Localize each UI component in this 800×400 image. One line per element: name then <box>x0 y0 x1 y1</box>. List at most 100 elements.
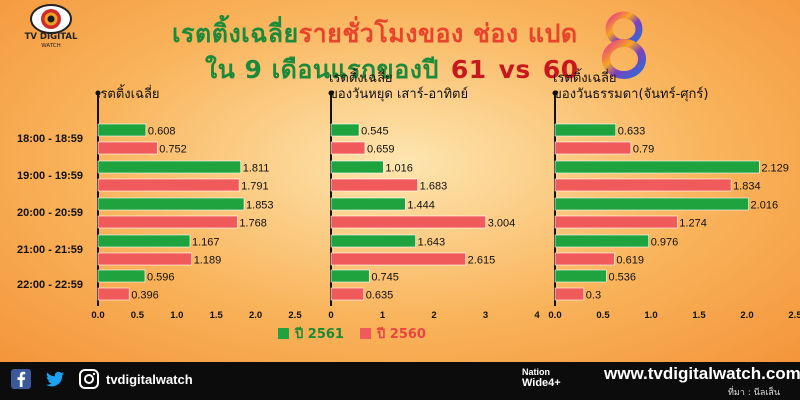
social-handle: tvdigitalwatch <box>106 372 193 387</box>
category-label: 22:00 - 22:59 <box>17 279 83 291</box>
x-tick-label: 0.5 <box>596 310 610 321</box>
chart-title: ของวันหยุด เสาร์-อาทิตย์ <box>329 86 468 102</box>
x-tick-label: 0.0 <box>548 310 561 321</box>
value-label: 1.643 <box>418 237 446 249</box>
x-tick-label: 1.0 <box>644 310 657 321</box>
axis-dot <box>552 90 558 96</box>
bar-2560 <box>330 178 418 192</box>
bar-2561 <box>554 234 649 248</box>
value-label: 0.536 <box>608 272 636 284</box>
value-label: 2.016 <box>751 200 779 212</box>
bar-2561 <box>330 269 370 283</box>
category-label: 18:00 - 18:59 <box>17 133 83 145</box>
bar-2561 <box>330 197 406 211</box>
x-tick-label: 0.5 <box>131 310 145 321</box>
value-label: 0.396 <box>131 290 159 302</box>
bar-2560 <box>554 141 632 155</box>
value-label: 0.745 <box>371 272 399 284</box>
footer-bar: tvdigitalwatch Nation Wide4+ www.tvdigit… <box>0 362 800 400</box>
value-label: 1.167 <box>192 237 220 249</box>
bar-2561 <box>97 234 191 248</box>
bar-2561 <box>330 234 416 248</box>
x-tick-label: 2.5 <box>288 310 302 321</box>
bar-2560 <box>330 141 366 155</box>
bar-2561 <box>554 269 607 283</box>
bar-2560 <box>97 178 240 192</box>
axis-dot <box>95 90 101 96</box>
value-label: 0.619 <box>616 255 644 267</box>
badge-line-1: Nation <box>522 367 550 377</box>
x-tick-label: 1.5 <box>692 310 706 321</box>
bar-2561 <box>330 123 360 137</box>
value-label: 1.791 <box>241 181 269 193</box>
value-label: 2.615 <box>468 255 496 267</box>
value-label: 0.752 <box>159 144 187 156</box>
value-label: 0.596 <box>147 272 175 284</box>
legend-swatch-2560 <box>360 328 371 339</box>
bar-2561 <box>97 123 147 137</box>
facebook-icon[interactable] <box>10 368 32 390</box>
x-tick-label: 0 <box>328 310 333 321</box>
value-label: 0.633 <box>618 126 646 138</box>
bar-2561 <box>97 197 245 211</box>
bar-2561 <box>554 160 760 174</box>
channel-8-logo <box>602 11 646 79</box>
x-tick-label: 1.5 <box>210 310 224 321</box>
value-label: 1.811 <box>243 163 270 175</box>
legend-label-2561: ปี 2561 <box>295 327 344 342</box>
bar-2560 <box>554 287 585 301</box>
value-label: 1.853 <box>246 200 274 212</box>
value-label: 0.659 <box>367 144 395 156</box>
title-prefix: เรตติ้งเฉลี่ย <box>172 19 299 48</box>
category-label: 21:00 - 21:59 <box>17 244 83 256</box>
value-label: 1.016 <box>385 163 413 175</box>
value-label: 1.444 <box>407 200 435 212</box>
website-link[interactable]: www.tvdigitalwatch.com <box>604 364 800 383</box>
value-label: 0.976 <box>651 237 679 249</box>
title-period: ใน 9 เดือนแรกของปี <box>205 55 439 84</box>
bar-2561 <box>554 197 749 211</box>
value-label: 0.3 <box>586 290 601 302</box>
value-label: 1.834 <box>733 181 761 193</box>
nationwide-badge: Nation Wide4+ <box>522 364 596 394</box>
category-label: 19:00 - 19:59 <box>17 170 83 182</box>
logo-subtext: WATCH <box>41 43 61 49</box>
chart-title: เรตติ้งเฉลี่ย <box>329 68 393 86</box>
bar-2560 <box>97 215 238 229</box>
title-line-1: เรตติ้งเฉลี่ยรายชั่วโมงของ ช่อง แปด <box>172 14 578 54</box>
legend-label-2560: ปี 2560 <box>377 327 426 342</box>
legend-swatch-2561 <box>278 328 289 339</box>
value-label: 0.79 <box>633 144 654 156</box>
value-label: 1.768 <box>239 218 267 230</box>
x-tick-label: 2.5 <box>788 310 800 321</box>
title-vs: vs <box>498 55 531 84</box>
x-tick-label: 1.0 <box>170 310 183 321</box>
bar-2561 <box>97 269 146 283</box>
x-tick-label: 1 <box>380 310 386 321</box>
axis-dot <box>328 90 334 96</box>
twitter-icon[interactable] <box>44 368 66 390</box>
x-tick-label: 2.0 <box>740 310 753 321</box>
bar-2561 <box>554 123 617 137</box>
title-highlight: รายชั่วโมงของ ช่อง แปด <box>298 19 578 48</box>
value-label: 3.004 <box>488 218 516 230</box>
logo-text: TV DIGITAL <box>24 32 78 42</box>
chart-title: เรตติ้งเฉลี่ย <box>96 84 160 102</box>
value-label: 0.545 <box>361 126 389 138</box>
bar-2561 <box>330 160 384 174</box>
value-label: 0.635 <box>366 290 394 302</box>
bar-2560 <box>330 215 487 229</box>
bar-2560 <box>554 252 615 266</box>
x-tick-label: 4 <box>534 310 540 321</box>
legend-item-2561: ปี 2561 <box>278 323 344 344</box>
x-tick-label: 2.0 <box>249 310 262 321</box>
instagram-icon[interactable] <box>78 368 100 390</box>
bar-2560 <box>97 141 158 155</box>
badge-line-2: Wide4+ <box>522 377 561 389</box>
value-label: 1.683 <box>420 181 448 193</box>
bar-2560 <box>330 287 365 301</box>
value-label: 2.129 <box>761 163 789 175</box>
x-tick-label: 0.0 <box>91 310 104 321</box>
bar-2560 <box>330 252 466 266</box>
category-label: 20:00 - 20:59 <box>17 207 83 219</box>
